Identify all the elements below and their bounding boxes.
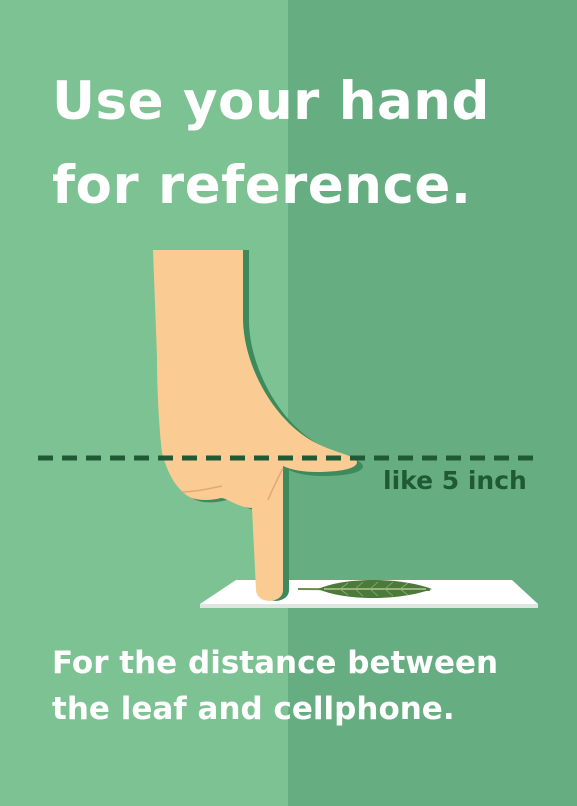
headline-line-2: for reference. (52, 155, 472, 216)
background-right-panel (288, 0, 577, 806)
pointing-hand-icon (153, 250, 357, 601)
headline: Use your hand for reference. (52, 60, 562, 228)
footer-text: For the distance between the leaf and ce… (52, 640, 567, 732)
footer-line-1: For the distance between (52, 645, 499, 681)
measurement-label: like 5 inch (383, 466, 527, 495)
headline-line-1: Use your hand (52, 71, 490, 132)
footer-line-2: the leaf and cellphone. (52, 691, 455, 727)
leaf-icon (297, 580, 432, 598)
